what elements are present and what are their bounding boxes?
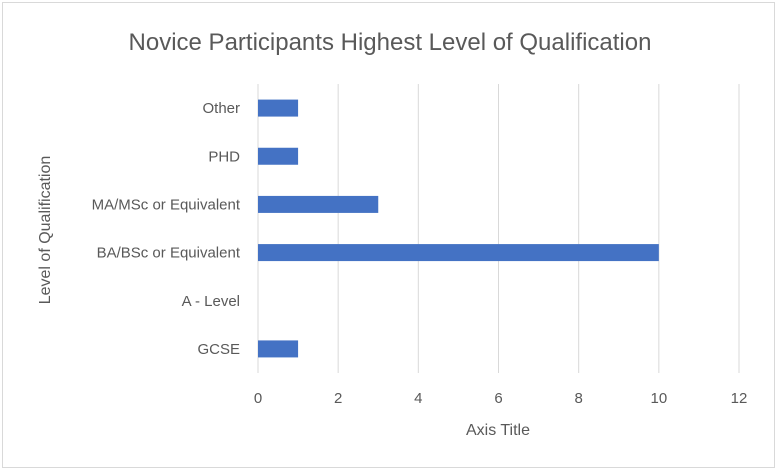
y-tick-label-ma-msc-or-equivalent: MA/MSc or Equivalent <box>92 196 241 213</box>
bar-ba-bsc-or-equivalent <box>258 244 659 262</box>
y-tick-label-other: Other <box>202 100 240 117</box>
y-tick-label-gcse: GCSE <box>197 341 240 358</box>
chart-frame <box>2 2 775 468</box>
x-tick-label-8: 8 <box>574 390 582 407</box>
bar-ma-msc-or-equivalent <box>258 195 379 213</box>
y-tick-label-a-level: A - Level <box>182 293 240 310</box>
x-axis-title: Axis Title <box>466 422 530 439</box>
y-tick-labels: GCSE A - Level BA/BSc or Equivalent MA/MSc … <box>92 100 241 358</box>
x-tick-label-4: 4 <box>414 390 422 407</box>
x-tick-label-2: 2 <box>334 390 342 407</box>
x-tick-label-10: 10 <box>650 390 667 407</box>
bar-gcse <box>258 340 299 358</box>
chart-title: Novice Participants Highest Level of Qua… <box>129 29 652 56</box>
bars <box>258 99 659 358</box>
x-tick-labels: 0 2 4 6 8 10 12 <box>254 390 748 407</box>
y-axis-title: Level of Qualification <box>37 156 54 305</box>
x-tick-label-0: 0 <box>254 390 262 407</box>
x-tick-label-12: 12 <box>731 390 748 407</box>
gridlines <box>257 84 740 373</box>
bar-other <box>258 99 299 117</box>
y-tick-label-ba-bsc-or-equivalent: BA/BSc or Equivalent <box>97 245 241 262</box>
x-tick-label-6: 6 <box>494 390 502 407</box>
y-tick-label-phd: PHD <box>208 148 240 165</box>
bar-phd <box>258 147 299 165</box>
